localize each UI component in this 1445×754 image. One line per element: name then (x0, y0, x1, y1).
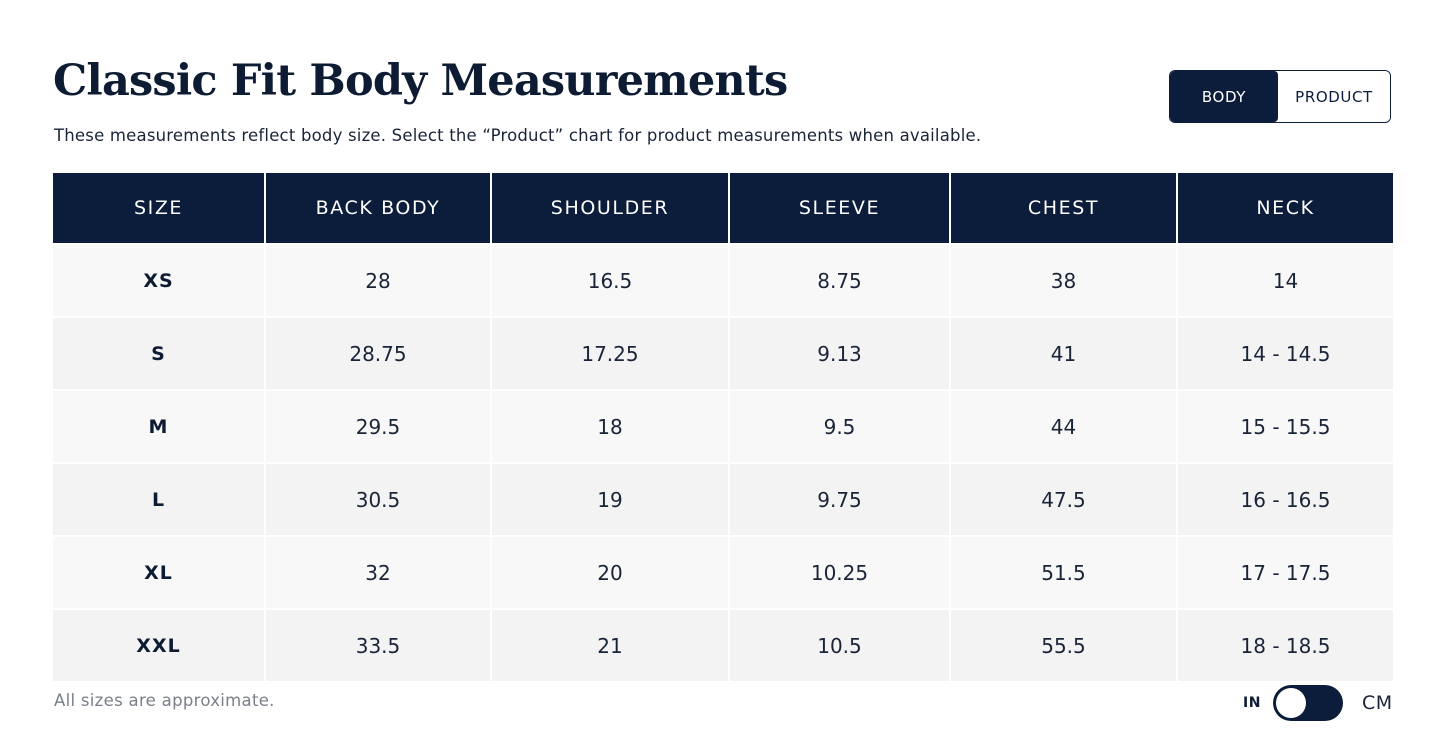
chest-cell: 51.5 (949, 535, 1177, 609)
table-row: S 28.75 17.25 9.13 41 14 - 14.5 (53, 316, 1393, 390)
shoulder-cell: 20 (490, 535, 729, 609)
page-title: Classic Fit Body Measurements (53, 56, 788, 106)
column-header-back-body: BACK BODY (264, 173, 491, 244)
column-header-sleeve: SLEEVE (728, 173, 950, 244)
back-body-cell: 33.5 (264, 608, 491, 681)
body-chart-button[interactable]: BODY (1170, 71, 1278, 122)
approximate-sizes-note: All sizes are approximate. (54, 691, 275, 710)
switch-knob (1275, 688, 1306, 718)
unit-switch[interactable] (1272, 685, 1343, 721)
back-body-cell: 28 (264, 243, 491, 317)
table-row: XXL 33.5 21 10.5 55.5 18 - 18.5 (53, 608, 1393, 681)
column-header-size: SIZE (53, 173, 265, 244)
size-cell: L (53, 462, 265, 536)
product-chart-button[interactable]: PRODUCT (1278, 71, 1390, 122)
size-cell: XS (53, 243, 265, 317)
sleeve-cell: 9.13 (728, 316, 950, 390)
back-body-cell: 29.5 (264, 389, 491, 463)
table-header-row: SIZE BACK BODY SHOULDER SLEEVE CHEST NEC… (53, 173, 1393, 244)
table-body: XS 28 16.5 8.75 38 14 S 28.75 17.25 9.13… (53, 243, 1393, 681)
neck-cell: 15 - 15.5 (1176, 389, 1393, 463)
table-header: SIZE BACK BODY SHOULDER SLEEVE CHEST NEC… (53, 173, 1393, 244)
chest-cell: 38 (949, 243, 1177, 317)
sleeve-cell: 8.75 (728, 243, 950, 317)
size-chart-table: SIZE BACK BODY SHOULDER SLEEVE CHEST NEC… (53, 173, 1393, 681)
sleeve-cell: 9.5 (728, 389, 950, 463)
shoulder-cell: 18 (490, 389, 729, 463)
unit-toggle: IN CM (1243, 684, 1393, 722)
shoulder-cell: 19 (490, 462, 729, 536)
sleeve-cell: 9.75 (728, 462, 950, 536)
neck-cell: 14 (1176, 243, 1393, 317)
centimeters-label[interactable]: CM (1361, 692, 1393, 714)
chest-cell: 41 (949, 316, 1177, 390)
table-row: L 30.5 19 9.75 47.5 16 - 16.5 (53, 462, 1393, 536)
chest-cell: 44 (949, 389, 1177, 463)
shoulder-cell: 21 (490, 608, 729, 681)
neck-cell: 16 - 16.5 (1176, 462, 1393, 536)
column-header-neck: NECK (1176, 173, 1393, 244)
chest-cell: 47.5 (949, 462, 1177, 536)
back-body-cell: 30.5 (264, 462, 491, 536)
neck-cell: 17 - 17.5 (1176, 535, 1393, 609)
column-header-shoulder: SHOULDER (490, 173, 729, 244)
table-row: XS 28 16.5 8.75 38 14 (53, 243, 1393, 317)
table-row: XL 32 20 10.25 51.5 17 - 17.5 (53, 535, 1393, 609)
table-row: M 29.5 18 9.5 44 15 - 15.5 (53, 389, 1393, 463)
column-header-chest: CHEST (949, 173, 1177, 244)
back-body-cell: 32 (264, 535, 491, 609)
neck-cell: 14 - 14.5 (1176, 316, 1393, 390)
page-subtitle: These measurements reflect body size. Se… (54, 126, 982, 145)
size-cell: S (53, 316, 265, 390)
shoulder-cell: 17.25 (490, 316, 729, 390)
size-cell: XXL (53, 608, 265, 681)
chart-type-toggle: BODY PRODUCT (1169, 70, 1391, 123)
inches-label[interactable]: IN (1243, 695, 1261, 711)
neck-cell: 18 - 18.5 (1176, 608, 1393, 681)
size-cell: XL (53, 535, 265, 609)
sleeve-cell: 10.25 (728, 535, 950, 609)
sleeve-cell: 10.5 (728, 608, 950, 681)
back-body-cell: 28.75 (264, 316, 491, 390)
chest-cell: 55.5 (949, 608, 1177, 681)
size-cell: M (53, 389, 265, 463)
shoulder-cell: 16.5 (490, 243, 729, 317)
